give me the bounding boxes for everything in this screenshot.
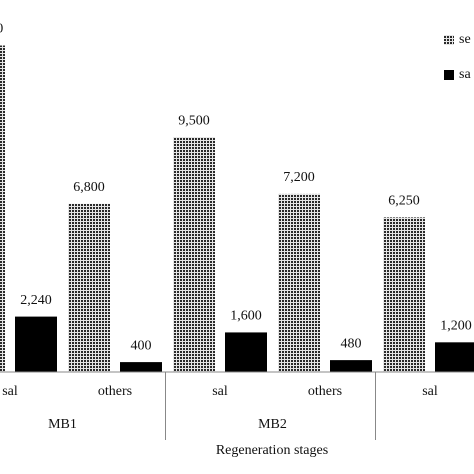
bar bbox=[383, 217, 425, 372]
x-tick-label: others bbox=[308, 384, 342, 399]
bar bbox=[278, 193, 320, 372]
value-label: 9,500 bbox=[178, 113, 210, 128]
group-label: MB1 bbox=[48, 417, 77, 432]
bar bbox=[435, 342, 474, 372]
bar bbox=[15, 316, 57, 372]
bar bbox=[120, 362, 162, 372]
x-tick-label: others bbox=[98, 384, 132, 399]
value-label: 2,240 bbox=[20, 293, 52, 308]
legend-label: se bbox=[459, 32, 471, 47]
value-label: 6,250 bbox=[388, 194, 420, 209]
value-label: 480 bbox=[341, 336, 362, 351]
bar bbox=[225, 332, 267, 372]
value-label: 6,800 bbox=[73, 180, 105, 195]
x-axis-label: Regeneration stages bbox=[216, 443, 328, 458]
value-label: 13,200 bbox=[0, 22, 3, 37]
group-label: MB2 bbox=[258, 417, 287, 432]
bar bbox=[330, 360, 372, 372]
legend-swatch bbox=[444, 70, 454, 80]
bar bbox=[0, 45, 5, 373]
legend-label: sa bbox=[459, 67, 471, 82]
value-label: 1,200 bbox=[440, 319, 472, 334]
value-label: 7,200 bbox=[283, 170, 315, 185]
bar bbox=[68, 203, 110, 372]
value-label: 1,600 bbox=[230, 309, 262, 324]
value-label: 400 bbox=[131, 338, 152, 353]
x-tick-label: sal bbox=[212, 384, 228, 399]
x-tick-label: sal bbox=[422, 384, 438, 399]
legend-swatch bbox=[444, 35, 454, 45]
x-tick-label: sal bbox=[2, 384, 18, 399]
bar bbox=[173, 137, 215, 372]
